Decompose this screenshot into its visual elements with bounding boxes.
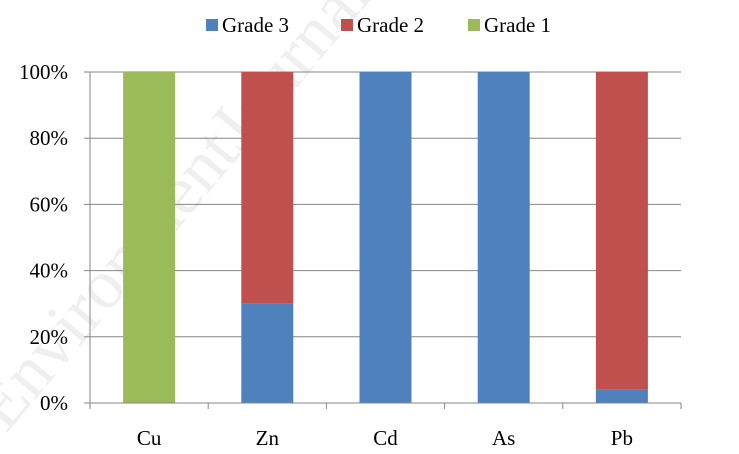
x-tick-labels: Cu Zn Cd As Pb (137, 426, 633, 450)
y-tick-label: 80% (30, 126, 69, 150)
bar-pb-grade-2 (595, 72, 648, 390)
legend-label: Grade 2 (357, 13, 424, 37)
bar-cd-grade-3 (359, 72, 412, 403)
bar-cu-grade-1 (123, 72, 176, 403)
y-tick-labels: 0% 20% 40% 60% 80% 100% (19, 60, 68, 415)
y-tick-label: 100% (19, 60, 68, 84)
bars (123, 72, 648, 403)
legend-swatch (468, 19, 480, 31)
y-tick-label: 40% (30, 259, 69, 283)
x-tick-label: Zn (256, 426, 280, 449)
bar-pb-grade-3 (595, 389, 648, 403)
y-tick-label: 0% (40, 391, 68, 415)
bar-zn-grade-3 (241, 303, 294, 403)
x-tick-label: Pb (611, 426, 633, 449)
y-tick-label: 60% (30, 192, 69, 216)
legend-label: Grade 1 (484, 13, 551, 37)
x-tick-label: Cd (373, 426, 398, 449)
x-tick-label: Cu (137, 426, 162, 449)
axes (84, 71, 682, 409)
bar-as-grade-3 (477, 72, 530, 403)
legend-swatch (341, 19, 353, 31)
x-tick-label: As (492, 426, 515, 449)
legend-swatch (206, 19, 218, 31)
legend-label: Grade 3 (222, 13, 289, 37)
legend: Grade 3 Grade 2 Grade 1 (206, 13, 551, 37)
y-tick-label: 20% (30, 325, 69, 349)
bar-zn-grade-2 (241, 72, 294, 304)
